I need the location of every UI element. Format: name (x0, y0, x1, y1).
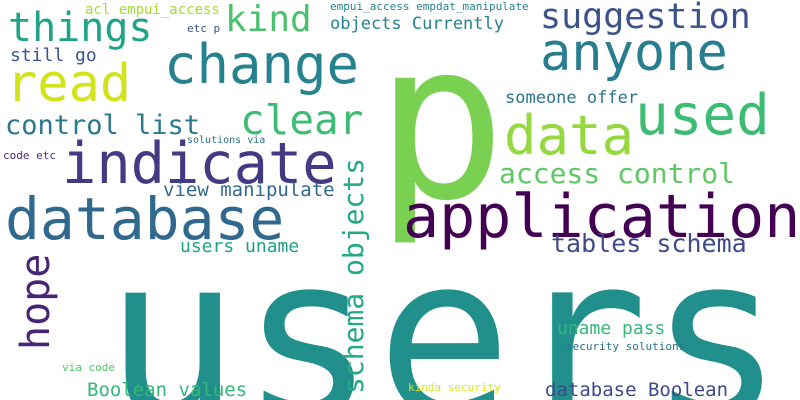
word-tables-schema: tables schema (551, 229, 747, 258)
word-things: things (8, 5, 153, 51)
word-p: p (375, 0, 507, 249)
word-someone-offer: someone offer (505, 88, 639, 108)
word-change: change (164, 33, 360, 96)
word-users: users (104, 207, 785, 400)
word-uname-pass: uname pass (557, 318, 666, 339)
word-used: used (635, 83, 770, 148)
word-security-solutions: security solutions (566, 340, 686, 353)
word-acl-empui-access: acl empui_access (85, 2, 220, 18)
word-control-list: control list (5, 110, 201, 141)
word-boolean-values: Boolean values (87, 379, 248, 400)
word-kinda-security: kinda security (408, 381, 501, 394)
word-anyone: anyone (540, 23, 728, 83)
word-clear: clear (240, 96, 364, 144)
word-indicate: indicate (62, 131, 337, 197)
word-data: data (504, 104, 635, 167)
word-database-boolean: database Boolean (545, 379, 729, 400)
word-via-code: via code (62, 361, 115, 374)
word-etc-p: etc p (187, 22, 221, 35)
word-application: application (403, 182, 800, 252)
word-code-etc: code etc (3, 149, 56, 162)
word-schema-objects: schema objects (337, 157, 370, 394)
word-suggestion: suggestion (540, 0, 751, 37)
word-solutions-via: solutions via (187, 135, 266, 146)
word-objects-currently: objects Currently (330, 14, 504, 34)
word-view-manipulate: view manipulate (163, 179, 335, 201)
word-hope: hope (13, 253, 59, 350)
word-kind: kind (225, 0, 312, 40)
word-users-uname: users uname (180, 236, 300, 257)
word-empui-access-empdat-manipulate: empui_access empdat_manipulate (330, 0, 529, 13)
word-read: read (6, 54, 132, 114)
word-database: database (5, 185, 285, 253)
word-still-go: still go (10, 45, 97, 66)
word-access-control: access control (499, 157, 736, 190)
